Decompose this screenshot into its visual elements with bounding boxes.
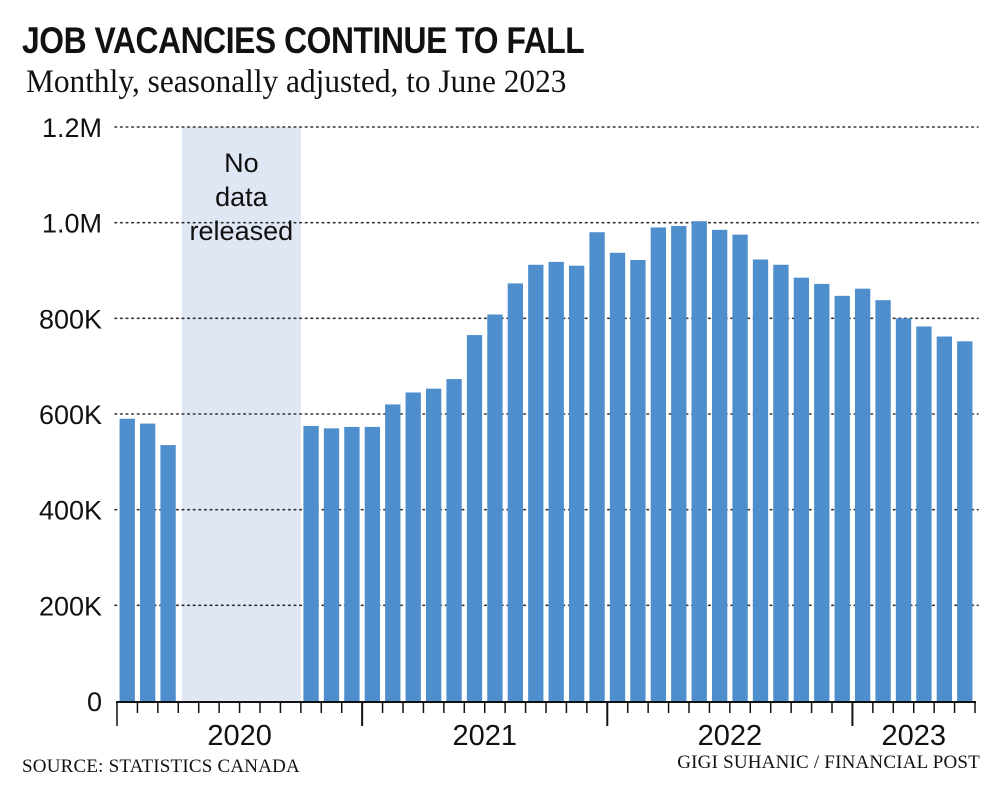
bar-2021-05 xyxy=(446,379,462,701)
y-tick-label: 1.0M xyxy=(42,209,102,239)
bar-2021-09 xyxy=(528,264,544,701)
bar-2021-07 xyxy=(487,314,503,701)
bar-2021-03 xyxy=(405,392,421,701)
bar-2023-05 xyxy=(936,336,953,701)
y-tick-label: 200K xyxy=(39,591,102,621)
bar-2020-02 xyxy=(139,423,156,701)
year-label: 2023 xyxy=(881,720,946,752)
y-tick-label: 600K xyxy=(39,400,102,430)
bar-2022-12 xyxy=(834,295,850,701)
bar-2020-12 xyxy=(344,426,360,701)
bar-2022-10 xyxy=(793,277,810,701)
year-label: 2022 xyxy=(698,720,763,752)
bar-2021-10 xyxy=(548,261,564,701)
credit-note: GIGI SUHANIC / FINANCIAL POST xyxy=(677,752,980,773)
bar-2020-10 xyxy=(303,425,319,701)
bar-2023-03 xyxy=(895,318,912,701)
no-data-band-layer xyxy=(181,127,301,701)
no-data-label-line: No xyxy=(224,148,259,178)
bar-2020-11 xyxy=(323,428,340,701)
bar-2022-11 xyxy=(814,283,830,701)
source-note: SOURCE: STATISTICS CANADA xyxy=(22,756,300,777)
bar-2023-06 xyxy=(957,341,973,701)
no-data-label-line: released xyxy=(190,216,294,246)
bar-2022-07 xyxy=(732,234,748,701)
bar-2022-06 xyxy=(711,229,728,701)
labels: No data released 0 200K 400K 600K 800K 1.0M 1.2M 2… xyxy=(39,113,946,752)
chart-title: JOB VACANCIES CONTINUE TO FALL xyxy=(22,20,585,61)
y-tick-label: 0 xyxy=(87,687,102,717)
bar-2021-04 xyxy=(425,388,442,701)
bar-2020-03 xyxy=(160,445,176,701)
no-data-label-line: data xyxy=(215,182,269,212)
y-tick-label: 400K xyxy=(39,496,102,526)
bar-2023-01 xyxy=(854,288,871,701)
no-data-band xyxy=(181,127,301,701)
bar-2021-01 xyxy=(364,426,381,701)
bar-2022-08 xyxy=(752,259,769,701)
bar-2021-08 xyxy=(507,283,524,701)
bar-2023-02 xyxy=(875,300,891,701)
x-axis xyxy=(116,701,976,726)
bar-2023-04 xyxy=(916,326,932,701)
bar-2022-02 xyxy=(630,259,646,701)
y-tick-label: 1.2M xyxy=(42,113,102,143)
bar-2022-01 xyxy=(609,252,626,701)
bar-2020-01 xyxy=(119,418,135,701)
chart-subtitle: Monthly, seasonally adjusted, to June 20… xyxy=(26,64,567,100)
year-label: 2020 xyxy=(207,720,272,752)
bar-2021-02 xyxy=(385,404,401,701)
bar-2021-12 xyxy=(589,232,605,701)
bar-2022-05 xyxy=(691,221,707,701)
bar-2021-06 xyxy=(466,335,483,701)
bar-2022-04 xyxy=(671,226,687,701)
bar-2022-09 xyxy=(773,264,789,701)
bar-2022-03 xyxy=(650,227,667,701)
gridlines xyxy=(114,126,979,607)
bar-2021-11 xyxy=(568,265,585,701)
year-label: 2021 xyxy=(452,720,517,752)
y-tick-label: 800K xyxy=(39,304,102,334)
bars xyxy=(119,221,973,701)
